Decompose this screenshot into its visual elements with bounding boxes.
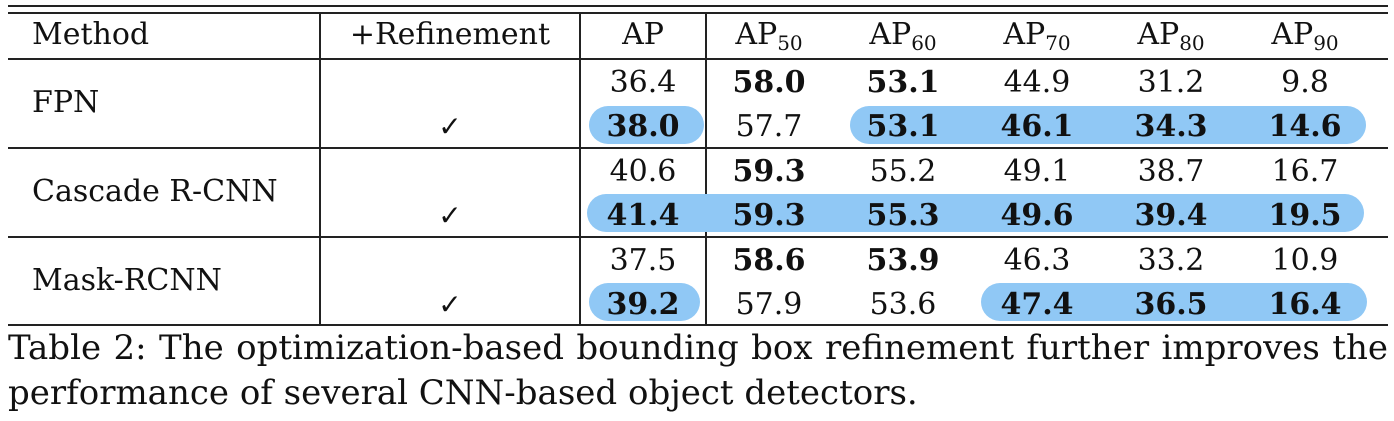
table-cell: 49.1 [1003, 154, 1071, 189]
refinement-check-mask: ✓ [438, 288, 462, 321]
table-cell: 40.6 [609, 154, 677, 189]
table-cell: 38.0 [606, 109, 680, 144]
table-cell: 33.2 [1137, 243, 1205, 278]
header-rule [8, 58, 1388, 60]
method-fpn: FPN [32, 85, 100, 120]
table-cell: 39.2 [606, 287, 680, 322]
table-cell: 16.7 [1271, 154, 1339, 189]
vertical-rule-2 [579, 13, 581, 325]
method-cascade-rcnn: Cascade R-CNN [32, 174, 278, 209]
top-rule-2 [8, 12, 1388, 14]
highlight-fpn-ap60-ap90 [850, 106, 1366, 144]
table-cell: 55.2 [869, 154, 937, 189]
table-cell: 53.1 [866, 109, 940, 144]
table-cell: 59.3 [732, 154, 806, 189]
table-cell: 58.0 [732, 65, 806, 100]
vertical-rule-3 [705, 13, 707, 325]
bottom-rule [8, 324, 1388, 326]
table-cell: 39.4 [1134, 198, 1208, 233]
table-cell: 10.9 [1271, 243, 1339, 278]
table-cell: 44.9 [1003, 65, 1071, 100]
table-cell: 38.7 [1137, 154, 1205, 189]
table-cell: 46.1 [1000, 109, 1074, 144]
table-cell: 31.2 [1137, 65, 1205, 100]
highlight-mask-ap [589, 283, 700, 321]
header-ap90: AP90 [1271, 17, 1339, 55]
method-mask-rcnn: Mask-RCNN [32, 263, 222, 298]
table-cell: 34.3 [1134, 109, 1208, 144]
table-cell: 53.9 [866, 243, 940, 278]
table-cell: 41.4 [606, 198, 680, 233]
table-cell: 36.5 [1134, 287, 1208, 322]
table-cell: 47.4 [1000, 287, 1074, 322]
header-ap70: AP70 [1003, 17, 1071, 55]
table-cell: 55.3 [866, 198, 940, 233]
table-cell: 9.8 [1281, 65, 1329, 100]
header-ap60: AP60 [869, 17, 937, 55]
table-cell: 59.3 [732, 198, 806, 233]
table-cell: 14.6 [1268, 109, 1342, 144]
table-cell: 16.4 [1268, 287, 1342, 322]
table-cell: 53.1 [866, 65, 940, 100]
group-rule-2 [8, 236, 1388, 238]
highlight-mask-ap70-ap90 [981, 283, 1367, 321]
header-ap: AP [622, 17, 664, 52]
header-ap50: AP50 [735, 17, 803, 55]
highlight-cascade-all [587, 194, 1364, 232]
header-method: Method [32, 17, 150, 52]
table-cell: 49.6 [1000, 198, 1074, 233]
highlight-fpn-ap [589, 106, 704, 144]
top-rule-1 [8, 5, 1388, 7]
table-cell: 57.9 [735, 287, 803, 322]
table-cell: 53.6 [869, 287, 937, 322]
refinement-check-fpn: ✓ [438, 110, 462, 143]
table-cell: 19.5 [1268, 198, 1342, 233]
refinement-check-cascade: ✓ [438, 199, 462, 232]
table-cell: 58.6 [732, 243, 806, 278]
table-cell: 57.7 [735, 109, 803, 144]
group-rule-1 [8, 147, 1388, 149]
header-refinement: +Refinement [349, 17, 551, 52]
table-caption: Table 2: The optimization-based bounding… [8, 328, 1388, 413]
vertical-rule-1 [319, 13, 321, 325]
table-cell: 37.5 [609, 243, 677, 278]
header-ap80: AP80 [1137, 17, 1205, 55]
table-cell: 36.4 [609, 65, 677, 100]
table-cell: 46.3 [1003, 243, 1071, 278]
